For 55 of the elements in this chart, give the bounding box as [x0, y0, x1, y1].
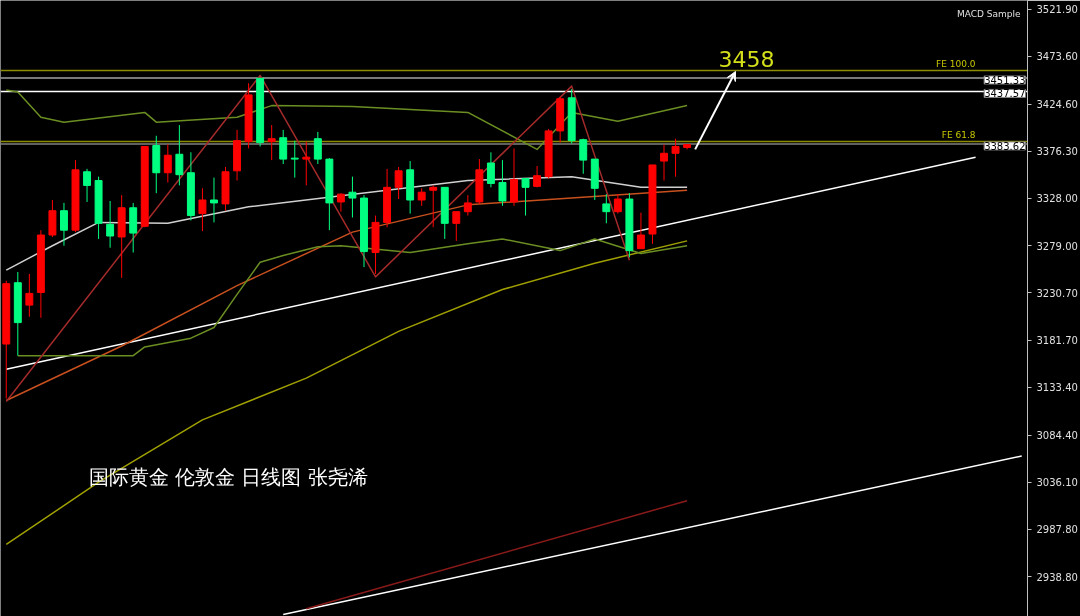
candlestick	[510, 147, 518, 207]
ref-line-label: 3383.62	[984, 140, 1026, 152]
annotation: MACD Sample	[956, 8, 1021, 19]
y-tick-label: 3328.00	[1036, 193, 1078, 205]
candlestick	[636, 212, 645, 250]
candlestick	[613, 193, 622, 215]
candlestick	[429, 184, 438, 228]
candlestick	[463, 194, 472, 217]
candlestick	[348, 176, 357, 219]
ref-line-label: 3437.57	[984, 88, 1026, 100]
y-tick-label: 3133.40	[1036, 382, 1078, 394]
y-tick-label: 3036.10	[1036, 477, 1078, 489]
y-tick-label: 3521.90	[1036, 4, 1078, 16]
ref-line-label: 3451.33	[984, 75, 1026, 87]
candlestick	[290, 140, 299, 179]
ref-line-label: FE 100.0	[936, 58, 976, 69]
candlestick	[267, 124, 276, 161]
candlestick	[660, 144, 668, 182]
candlestick	[394, 166, 403, 200]
candlestick	[602, 193, 611, 224]
candlestick	[25, 273, 34, 318]
y-tick-label: 3424.60	[1036, 99, 1078, 111]
ref-line-label: FE 61.8	[941, 129, 976, 140]
line-series	[5, 89, 688, 151]
candlestick	[210, 177, 218, 223]
candlestick	[83, 168, 92, 203]
line-series	[17, 238, 688, 357]
candlestick	[521, 178, 530, 217]
line-series	[5, 175, 688, 271]
y-tick-label: 2987.80	[1036, 524, 1078, 536]
line-series	[5, 240, 688, 546]
y-tick-label: 3181.70	[1036, 335, 1078, 347]
y-tick-label: 3084.40	[1036, 430, 1078, 442]
y-tick-label: 3376.30	[1036, 146, 1078, 158]
candlestick	[498, 159, 507, 207]
y-tick-label: 3473.60	[1036, 51, 1078, 63]
candlestick	[336, 192, 345, 213]
text: 国际黄金 伦敦金 日线图 张尧浠	[88, 464, 368, 489]
y-tick-label: 3279.00	[1036, 240, 1078, 252]
candlestick	[106, 200, 115, 249]
candlestick	[486, 151, 495, 188]
y-tick-label: 3230.70	[1036, 287, 1078, 299]
candlestick	[279, 129, 288, 165]
candlestick	[163, 144, 172, 183]
candlestick	[579, 138, 588, 175]
annotation: 3458	[718, 46, 775, 72]
candlestick	[671, 138, 680, 178]
candlestick	[313, 131, 322, 165]
line-series	[5, 74, 631, 403]
candlestick	[198, 187, 207, 232]
candlestick	[60, 202, 68, 247]
y-tick-label: 2938.80	[1036, 571, 1078, 583]
candlestick	[175, 124, 184, 186]
candlestick	[452, 211, 461, 242]
candlestick	[302, 141, 311, 186]
